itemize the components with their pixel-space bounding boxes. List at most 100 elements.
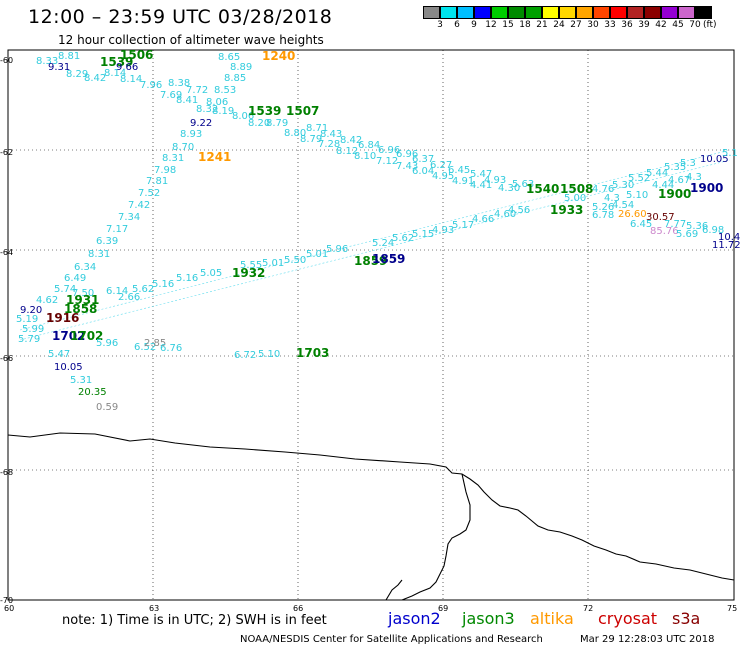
wave-height-label: 5.00 <box>564 193 586 204</box>
wave-height-label: 4.3 <box>686 172 702 183</box>
lat-tick-label: -62 <box>0 148 14 157</box>
wave-height-label: 6.27 <box>430 160 452 171</box>
wave-height-label: 5.69 <box>676 229 698 240</box>
colorbar-swatch <box>440 6 457 19</box>
wave-height-label: 8.38 <box>168 78 190 89</box>
wave-height-label: 0.59 <box>96 402 118 413</box>
wave-height-label: 5.3 <box>680 158 696 169</box>
map-frame <box>7 49 735 601</box>
colorbar-tick-label: 24 <box>553 20 565 30</box>
pass-time-label: 1703 <box>296 346 329 360</box>
wave-height-label: 8.70 <box>172 142 194 153</box>
wave-height-label: 6.98 <box>702 225 724 236</box>
coast-spur <box>385 579 403 601</box>
wave-height-label: 8.31 <box>88 249 110 260</box>
wave-height-label: 5.30 <box>612 180 634 191</box>
pass-time-label: 1702 <box>52 329 85 343</box>
wave-height-label: 4.56 <box>508 205 530 216</box>
wave-height-label: 5.55 <box>240 260 262 271</box>
wave-height-label: 8.32 <box>196 104 218 115</box>
colorbar-tick-label: 9 <box>471 20 477 30</box>
lon-tick-label: 60 <box>4 604 15 613</box>
colorbar-swatch <box>474 6 491 19</box>
wave-height-label: 8.10 <box>354 151 376 162</box>
lat-tick-label: -68 <box>0 468 14 477</box>
pass-time-label: 1539 <box>248 104 281 118</box>
wave-height-label: 8.93 <box>180 129 202 140</box>
colorbar-swatch <box>678 6 695 19</box>
wave-height-label: 4.30 <box>498 183 520 194</box>
wave-height-label: 4.60 <box>494 209 516 220</box>
footer-note: note: 1) Time is in UTC; 2) SWH is in fe… <box>62 613 327 628</box>
wave-height-label: 6.52 <box>134 342 156 353</box>
lon-tick-label: 69 <box>438 604 449 613</box>
wave-height-label: 4.93 <box>432 225 454 236</box>
colorbar-swatch <box>542 6 559 19</box>
wave-height-label: 6.37 <box>412 154 434 165</box>
wave-height-label: 6.96 <box>378 145 400 156</box>
wave-height-label: 6.45 <box>630 219 652 230</box>
credit-line: NOAA/NESDIS Center for Satellite Applica… <box>240 634 543 645</box>
pass-time-label: 1859 <box>354 254 387 268</box>
lat-tick-label: -66 <box>0 354 14 363</box>
pass-time-label: 1507 <box>286 104 319 118</box>
legend-jason3: jason3 <box>462 609 515 628</box>
wave-height-label: 85.76 <box>650 226 679 237</box>
colorbar-swatch <box>644 6 661 19</box>
wave-height-label: 5.47 <box>48 349 70 360</box>
wave-height-label: 6.14 <box>106 286 128 297</box>
wave-height-label: 6.49 <box>64 273 86 284</box>
colorbar-tick-label: 18 <box>519 20 531 30</box>
colorbar-tick-label: 21 <box>536 20 548 30</box>
pass-time-label: 1240 <box>262 49 295 63</box>
wave-height-label: 8.19 <box>212 106 234 117</box>
lon-tick-label: 72 <box>583 604 594 613</box>
colorbar-swatch <box>508 6 525 19</box>
wave-height-label: 4.66 <box>472 214 494 225</box>
wave-height-label: 6.76 <box>160 343 182 354</box>
legend-cryosat: cryosat <box>598 609 658 628</box>
wave-height-label: 8.71 <box>306 123 328 134</box>
wave-height-label: 9.31 <box>48 62 70 73</box>
lat-tick-label: -60 <box>0 56 14 65</box>
wave-height-label: 7.42 <box>128 200 150 211</box>
colorbar-swatch <box>593 6 610 19</box>
wave-height-label: 8.33 <box>36 56 58 67</box>
wave-height-label: 6.45 <box>448 165 470 176</box>
colorbar-swatch <box>695 6 712 19</box>
wave-height-label: 4.91 <box>452 176 474 187</box>
wave-height-label: 8.06 <box>232 111 254 122</box>
wave-height-label: 5.10 <box>626 190 648 201</box>
grid-lines <box>8 50 734 600</box>
wave-height-label: 5.74 <box>54 284 76 295</box>
wave-height-label: 5.24 <box>372 238 394 249</box>
wave-height-label: 6.96 <box>396 149 418 160</box>
wave-height-label: 8.65 <box>218 52 240 63</box>
pass-time-label: 1900 <box>658 187 691 201</box>
wave-height-label: 5.16 <box>176 273 198 284</box>
wave-height-label: 4.76 <box>592 184 614 195</box>
wave-height-label: 6.39 <box>96 236 118 247</box>
pass-time-label: 1506 <box>120 48 153 62</box>
wave-height-label: 8.29 <box>66 69 88 80</box>
colorbar-tick-label: 33 <box>604 20 616 30</box>
wave-height-label: 7.69 <box>160 90 182 101</box>
wave-height-label: 8.14 <box>120 74 142 85</box>
wave-height-label: 6.04 <box>412 166 434 177</box>
wave-height-label: 11.72 <box>712 240 740 251</box>
colorbar-tick-label: 30 <box>587 20 599 30</box>
antarctic-coastline <box>7 432 735 581</box>
colorbar-tick-label: 45 <box>672 20 684 30</box>
wave-height-label: 5.44 <box>646 168 668 179</box>
colorbar-swatch <box>525 6 542 19</box>
wave-height-label: 8.31 <box>162 153 184 164</box>
wave-height-label: 7.77 <box>664 219 686 230</box>
wave-height-label: 2.66 <box>118 292 140 303</box>
pass-time-label: 1539 <box>100 55 133 69</box>
wave-height-label: 7.43 <box>396 161 418 172</box>
pass-time-label: 1931 <box>66 293 99 307</box>
wave-height-label: 30.57 <box>646 212 675 223</box>
wave-height-label: 4.95 <box>432 171 454 182</box>
pass-time-label: 1933 <box>550 203 583 217</box>
